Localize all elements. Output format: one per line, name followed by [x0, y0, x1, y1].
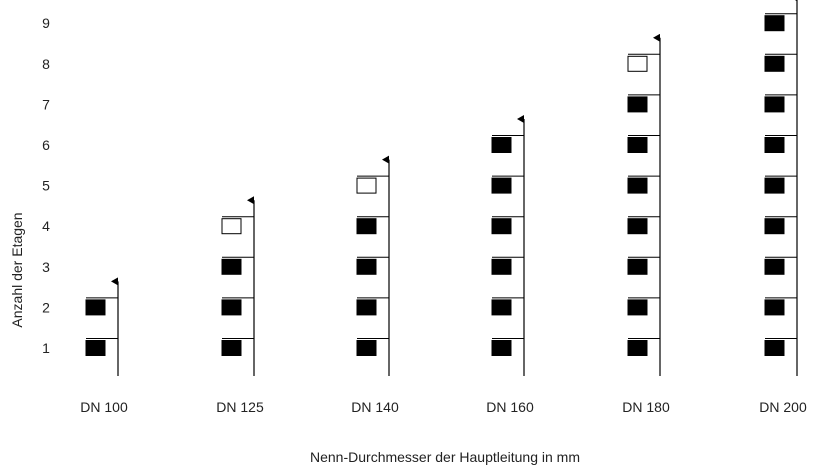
floor-box-filled	[627, 96, 648, 113]
column-dn-160: DN 160	[486, 115, 534, 415]
floor-box-filled	[627, 258, 648, 275]
floor-box-empty	[356, 177, 377, 194]
column-label: DN 140	[351, 399, 399, 415]
floor-box-filled	[491, 258, 512, 275]
floor-box-filled	[356, 340, 377, 356]
floor-box-filled	[221, 299, 242, 316]
floor-box-filled	[491, 177, 512, 194]
floor-box-filled	[764, 96, 785, 113]
floor-box-filled	[764, 258, 785, 275]
floor-box-filled	[221, 340, 242, 356]
floor-box-empty	[627, 55, 648, 72]
y-tick-label: 2	[42, 299, 50, 315]
floor-box-filled	[764, 218, 785, 235]
floor-box-filled	[491, 137, 512, 153]
floor-box-filled	[627, 137, 648, 153]
floor-box-filled	[356, 299, 377, 316]
y-tick-label: 8	[42, 56, 50, 72]
floor-box-filled	[627, 218, 648, 235]
y-axis-label: Anzahl der Etagen	[9, 212, 25, 327]
column-dn-200: DN 200	[759, 0, 807, 415]
y-tick-label: 4	[42, 218, 50, 234]
floor-box-filled	[627, 177, 648, 194]
floor-box-filled	[764, 299, 785, 316]
column-label: DN 125	[216, 399, 264, 415]
y-tick-label: 5	[42, 178, 50, 194]
floor-box-filled	[764, 15, 785, 32]
floor-box-filled	[764, 55, 785, 72]
y-axis-ticks: 1 2 3 4 5 6 7 8 9	[42, 15, 50, 356]
column-dn-180: DN 180	[622, 33, 670, 415]
column-label: DN 100	[80, 399, 128, 415]
floor-box-filled	[764, 137, 785, 153]
column-dn-140: DN 140	[351, 155, 399, 415]
column-label: DN 200	[759, 399, 807, 415]
floor-box-empty	[221, 218, 242, 235]
column-label: DN 180	[622, 399, 670, 415]
floor-box-filled	[764, 177, 785, 194]
columns: DN 100 DN 125 DN 140 DN 160 DN 180 DN 200	[80, 0, 807, 415]
column-dn-100: DN 100	[80, 277, 128, 415]
y-tick-label: 3	[42, 259, 50, 275]
floor-box-filled	[491, 340, 512, 356]
floor-box-filled	[356, 258, 377, 275]
floor-box-filled	[85, 340, 106, 356]
y-tick-label: 6	[42, 137, 50, 153]
column-dn-125: DN 125	[216, 196, 264, 415]
y-tick-label: 7	[42, 96, 50, 112]
column-label: DN 160	[486, 399, 534, 415]
floor-box-filled	[627, 299, 648, 316]
y-tick-label: 9	[42, 15, 50, 31]
floor-box-filled	[491, 218, 512, 235]
floor-box-filled	[221, 258, 242, 275]
floor-box-filled	[85, 299, 106, 316]
y-tick-label: 1	[42, 340, 50, 356]
floor-box-filled	[764, 340, 785, 356]
floor-box-filled	[627, 340, 648, 356]
x-axis-label: Nenn-Durchmesser der Hauptleitung in mm	[310, 449, 580, 465]
floor-box-filled	[356, 218, 377, 235]
floor-box-filled	[491, 299, 512, 316]
